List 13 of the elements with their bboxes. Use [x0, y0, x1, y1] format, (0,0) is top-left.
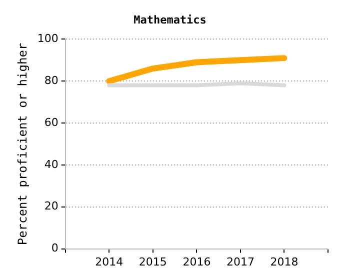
- chart-title: Mathematics: [134, 13, 206, 26]
- y-tick-label: 0: [51, 242, 58, 255]
- y-tick-label: 40: [44, 158, 58, 171]
- y-axis-title: Percent proficient or higher: [15, 42, 30, 246]
- x-tick-label: 2018: [270, 255, 298, 268]
- x-tick-label: 2014: [95, 255, 124, 268]
- y-tick-label: 80: [44, 74, 58, 87]
- y-tick-label: 20: [44, 200, 58, 213]
- x-tick-label: 2015: [138, 255, 167, 268]
- x-tick-label: 2017: [226, 255, 254, 268]
- y-tick-label: 100: [37, 32, 58, 46]
- y-tick-label: 60: [44, 116, 58, 129]
- x-tick-label: 2016: [182, 255, 211, 268]
